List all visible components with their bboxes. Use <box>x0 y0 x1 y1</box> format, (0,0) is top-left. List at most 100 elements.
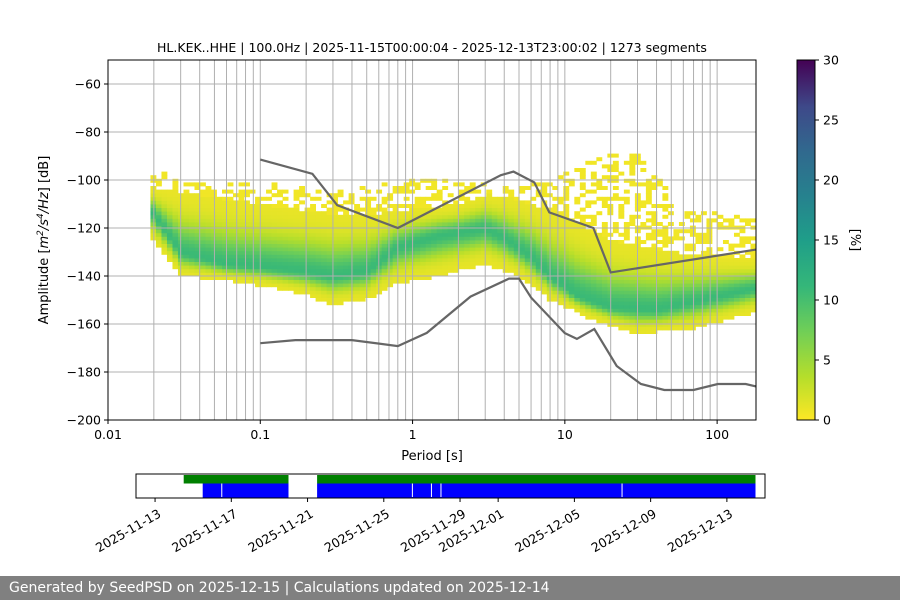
psd-cell <box>343 258 350 262</box>
psd-cell <box>662 276 669 280</box>
psd-cell <box>519 254 526 259</box>
psd-cell <box>629 164 636 169</box>
psd-cell <box>508 236 515 241</box>
psd-cell <box>535 268 542 273</box>
psd-cell <box>166 250 173 255</box>
psd-cell <box>568 258 575 262</box>
psd-cell <box>249 189 256 194</box>
psd-cell <box>299 222 305 226</box>
psd-cell <box>656 276 663 280</box>
psd-cell <box>524 186 531 190</box>
psd-cell <box>733 304 740 309</box>
psd-cell <box>332 276 339 280</box>
psd-cell <box>310 272 316 277</box>
psd-cell <box>579 265 586 270</box>
psd-cell <box>750 261 757 266</box>
psd-cell <box>161 204 168 208</box>
psd-cell <box>574 286 581 291</box>
psd-cell <box>188 272 195 277</box>
psd-cell <box>497 261 504 266</box>
psd-cell <box>343 297 350 302</box>
psd-cell <box>645 301 652 306</box>
psd-cell <box>381 276 388 280</box>
psd-cell <box>282 254 289 259</box>
psd-cell <box>722 254 729 259</box>
psd-cell <box>354 258 361 262</box>
psd-cell <box>623 232 630 237</box>
psd-cell <box>629 153 636 158</box>
psd-cell <box>750 243 757 248</box>
psd-cell <box>557 265 564 270</box>
psd-cell <box>227 265 234 270</box>
psd-cell <box>222 261 228 266</box>
psd-cell <box>337 272 344 277</box>
psd-cell <box>700 322 707 327</box>
psd-cell <box>579 276 586 280</box>
psd-cell <box>739 254 746 259</box>
psd-cell <box>326 240 333 244</box>
psd-cell <box>365 279 372 284</box>
psd-cell <box>431 265 438 270</box>
psd-cell <box>260 276 267 280</box>
psd-cell <box>678 312 685 316</box>
psd-cell <box>431 272 438 277</box>
psd-cell <box>222 254 228 259</box>
psd-cell <box>640 240 647 244</box>
psd-cell <box>332 261 339 266</box>
psd-cell <box>590 265 597 270</box>
psd-cell <box>260 211 267 216</box>
y-axis-label-part: Amplitude [ <box>37 248 52 324</box>
psd-cell <box>651 304 658 309</box>
psd-cell <box>205 254 212 259</box>
psd-cell <box>700 261 707 266</box>
psd-cell <box>684 272 691 277</box>
psd-cell <box>684 286 691 291</box>
psd-cell <box>612 186 619 190</box>
psd-cell <box>271 229 278 234</box>
psd-cell <box>464 261 471 266</box>
psd-cell <box>343 211 350 216</box>
psd-cell <box>640 283 647 288</box>
psd-cell <box>233 204 239 208</box>
psd-cell <box>447 222 454 226</box>
psd-cell <box>194 250 201 255</box>
psd-cell <box>288 243 294 248</box>
psd-cell <box>392 247 399 252</box>
psd-cell <box>299 211 305 216</box>
psd-cell <box>155 236 162 241</box>
psd-cell <box>645 304 652 309</box>
psd-cell <box>535 182 542 187</box>
psd-cell <box>194 186 201 190</box>
psd-cell <box>381 279 388 284</box>
psd-cell <box>172 240 179 244</box>
psd-cell <box>541 218 548 223</box>
psd-cell <box>337 250 344 255</box>
psd-cell <box>458 207 465 212</box>
psd-cell <box>370 243 377 248</box>
psd-cell <box>673 290 680 295</box>
psd-cell <box>304 276 311 280</box>
psd-cell <box>645 272 652 277</box>
psd-cell <box>502 222 509 226</box>
psd-cell <box>596 308 603 313</box>
psd-cell <box>337 265 344 270</box>
psd-cell <box>739 272 746 277</box>
psd-cell <box>706 232 713 237</box>
psd-cell <box>249 229 256 234</box>
psd-cell <box>222 268 228 273</box>
psd-cell <box>403 268 410 273</box>
psd-cell <box>744 301 751 306</box>
psd-cell <box>271 240 278 244</box>
psd-cell <box>359 186 366 190</box>
psd-cell <box>436 247 443 252</box>
psd-cell <box>326 283 333 288</box>
psd-cell <box>552 214 559 219</box>
psd-cell <box>557 254 564 259</box>
psd-cell <box>662 196 669 201</box>
psd-cell <box>233 193 239 198</box>
psd-cell <box>403 254 410 259</box>
psd-cell <box>585 250 592 255</box>
psd-cell <box>321 272 328 277</box>
psd-cell <box>431 214 438 219</box>
psd-cell <box>640 315 647 320</box>
